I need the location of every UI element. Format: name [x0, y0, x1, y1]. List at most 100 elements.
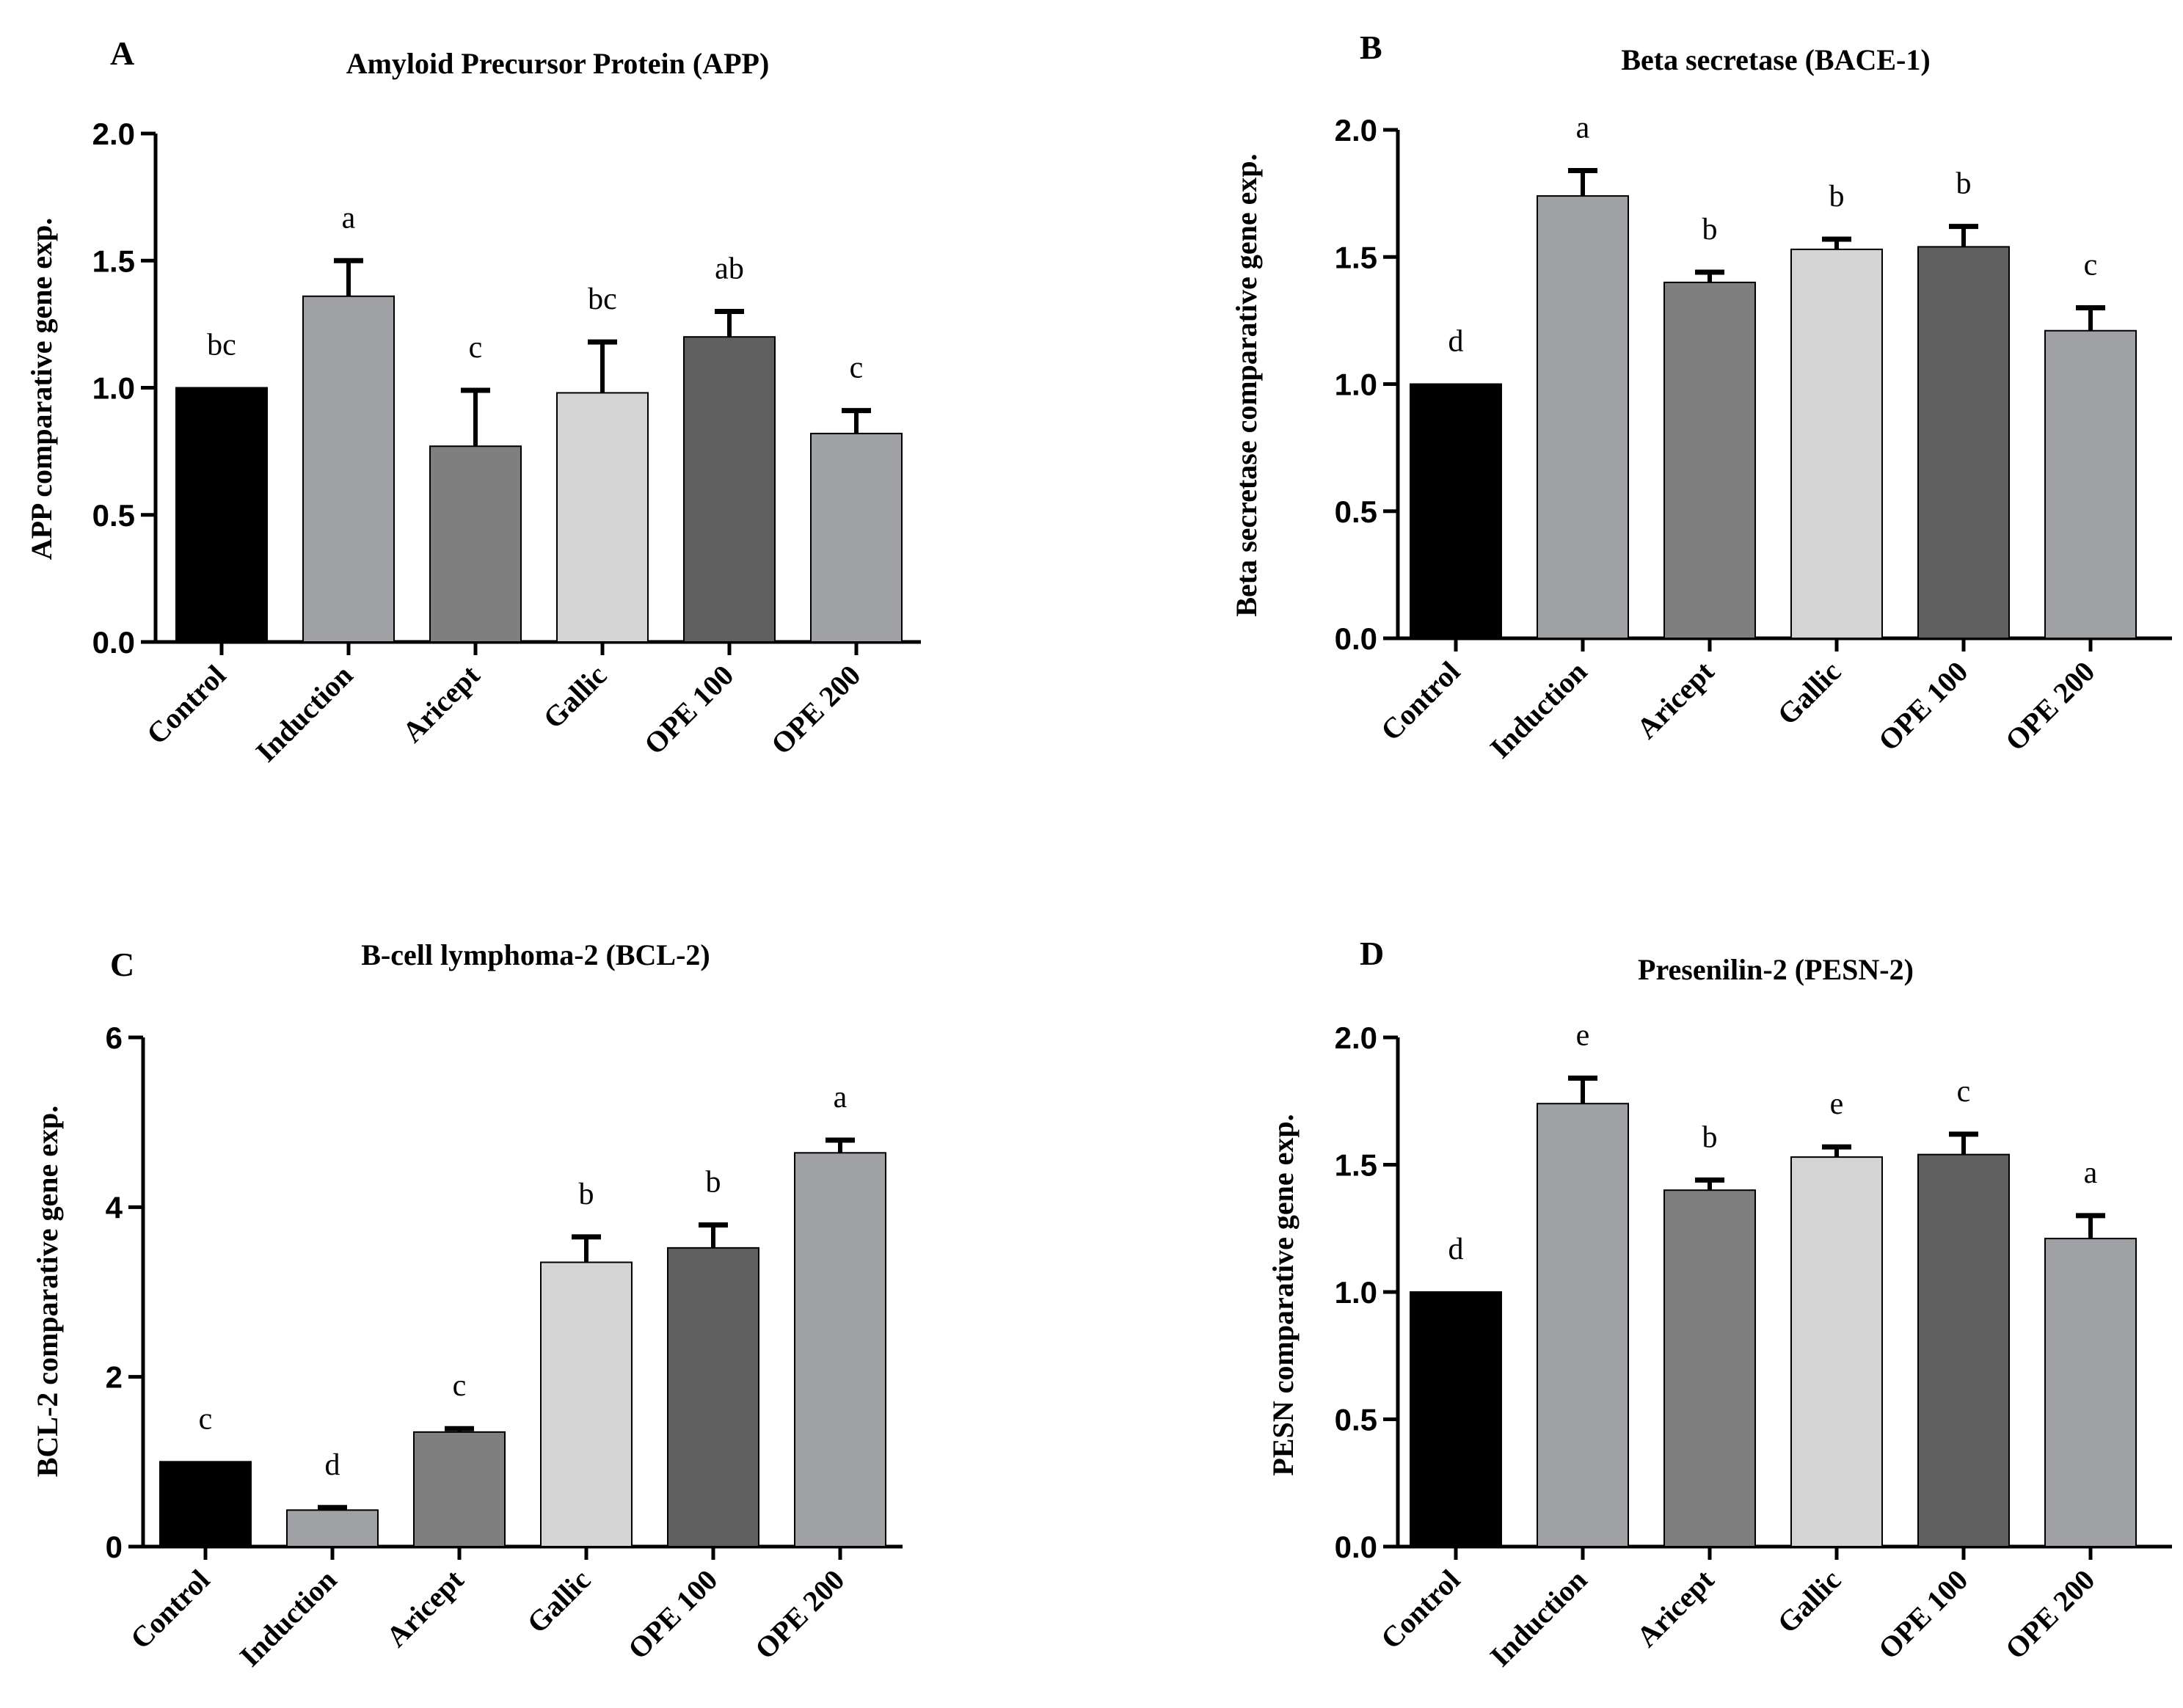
plot-area: 0.0 0.5 1.0 1.5 2.0 bc Control a Induction c Arice… [92, 117, 921, 768]
plot-area: 0.0 0.5 1.0 1.5 2.0 d Control e Induction b Aricep… [1335, 1019, 2172, 1674]
chart-title: Presenilin-2 (PESN-2) [1638, 953, 1914, 986]
y-tick-label: 2.0 [1335, 1021, 1377, 1055]
bar [159, 1461, 252, 1548]
y-tick-label: 4 [106, 1190, 123, 1225]
chart-title: B-cell lymphoma-2 (BCL-2) [361, 938, 710, 971]
y-tick-label: 2.0 [1335, 113, 1377, 147]
x-tick-label: Induction [1484, 655, 1594, 765]
significance-label: c [199, 1402, 213, 1436]
x-tick-label: Induction [1484, 1563, 1594, 1674]
significance-label: d [1448, 325, 1464, 359]
y-tick-label: 2 [106, 1360, 123, 1395]
panel-letter: A [110, 34, 134, 72]
bar [1790, 248, 1883, 640]
x-tick-label: Control [1374, 1563, 1467, 1656]
significance-label: a [342, 201, 356, 235]
significance-label: c [469, 331, 483, 365]
panel-d: D Presenilin-2 (PESN-2) PESN comparative… [1267, 935, 2172, 1673]
panel-letter: D [1360, 935, 1384, 972]
y-tick-label: 2.0 [92, 117, 135, 151]
plot-area: 0 2 4 6 c Control d Induction c Aricept b Gallic b OP… [106, 1021, 903, 1673]
significance-label: b [1956, 167, 1972, 201]
chart-title: Beta secretase (BACE-1) [1621, 43, 1930, 76]
bar [302, 295, 395, 643]
bar [1537, 195, 1629, 639]
y-tick-label: 0 [106, 1530, 123, 1564]
bar [667, 1247, 759, 1548]
significance-label: b [706, 1166, 721, 1200]
x-tick-label: OPE 100 [1872, 1563, 1974, 1665]
bar [540, 1261, 633, 1548]
x-tick-label: OPE 100 [622, 1563, 724, 1665]
significance-label: b [579, 1178, 594, 1211]
chart-title: Amyloid Precursor Protein (APP) [346, 47, 770, 80]
y-tick-label: 1.0 [1335, 1275, 1377, 1310]
y-axis-label: BCL-2 comparative gene exp. [31, 1106, 64, 1478]
significance-label: c [2084, 249, 2098, 282]
y-tick-label: 0.0 [92, 625, 135, 660]
x-tick-label: OPE 100 [1872, 655, 1974, 757]
bar [1663, 281, 1756, 639]
x-tick-label: Induction [249, 659, 360, 769]
bar [2044, 329, 2137, 639]
panel-b: B Beta secretase (BACE-1) Beta secretase… [1230, 29, 2172, 764]
x-tick-label: Gallic [1771, 655, 1847, 731]
x-tick-label: Induction [233, 1563, 343, 1674]
significance-label: d [1448, 1233, 1464, 1266]
panel-a: A Amyloid Precursor Protein (APP) APP co… [25, 34, 921, 768]
significance-label: a [1576, 111, 1590, 145]
significance-label: a [834, 1081, 848, 1114]
y-tick-label: 1.5 [1335, 240, 1377, 274]
x-tick-label: Aricept [396, 658, 486, 748]
x-tick-label: Gallic [520, 1563, 597, 1640]
x-tick-label: Control [124, 1563, 216, 1656]
plot-area: 0.0 0.5 1.0 1.5 2.0 d Control a Induction b Aricep… [1335, 111, 2172, 764]
y-tick-label: 0.0 [1335, 1530, 1377, 1564]
x-tick-label: OPE 200 [748, 1563, 850, 1665]
panel-letter: C [110, 946, 134, 983]
significance-label: bc [588, 282, 617, 316]
bar [1410, 1291, 1502, 1547]
x-tick-label: Control [140, 659, 233, 751]
significance-label: b [1829, 180, 1845, 213]
bar [1410, 383, 1502, 639]
y-tick-label: 1.0 [92, 371, 135, 406]
x-tick-label: Aricept [379, 1563, 470, 1653]
x-tick-label: Aricept [1630, 1563, 1720, 1653]
y-tick-label: 6 [106, 1021, 123, 1055]
significance-label: b [1702, 1120, 1718, 1154]
significance-label: bc [207, 329, 236, 362]
bar [1917, 246, 2010, 639]
x-tick-label: OPE 100 [638, 659, 740, 761]
bar [413, 1431, 506, 1547]
y-tick-label: 0.0 [1335, 621, 1377, 656]
bar [810, 432, 903, 643]
bar [429, 445, 522, 643]
significance-label: b [1702, 213, 1718, 247]
significance-label: a [2084, 1156, 2098, 1190]
bar [1917, 1153, 2010, 1547]
y-tick-label: 1.5 [1335, 1148, 1377, 1183]
panel-c: C B-cell lymphoma-2 (BCL-2) BCL-2 compar… [31, 938, 903, 1673]
significance-label: c [850, 351, 864, 385]
significance-label: c [453, 1369, 467, 1403]
y-axis-label: Beta secretase comparative gene exp. [1230, 153, 1263, 616]
x-tick-label: Gallic [1771, 1563, 1847, 1640]
x-tick-label: Gallic [536, 659, 613, 735]
bar [286, 1509, 379, 1548]
bar [1790, 1156, 1883, 1547]
y-tick-label: 1.5 [92, 244, 135, 278]
significance-label: e [1830, 1087, 1844, 1121]
bar [2044, 1238, 2137, 1547]
bar [1663, 1189, 1756, 1547]
y-axis-label: APP comparative gene exp. [25, 218, 58, 561]
bar [1537, 1103, 1629, 1547]
significance-label: e [1576, 1019, 1590, 1053]
bar [794, 1152, 886, 1547]
y-tick-label: 1.0 [1335, 368, 1377, 402]
bar [556, 392, 649, 643]
y-axis-label: PESN comparative gene exp. [1267, 1114, 1300, 1475]
panel-letter: B [1360, 29, 1382, 66]
significance-label: c [1957, 1075, 1971, 1109]
